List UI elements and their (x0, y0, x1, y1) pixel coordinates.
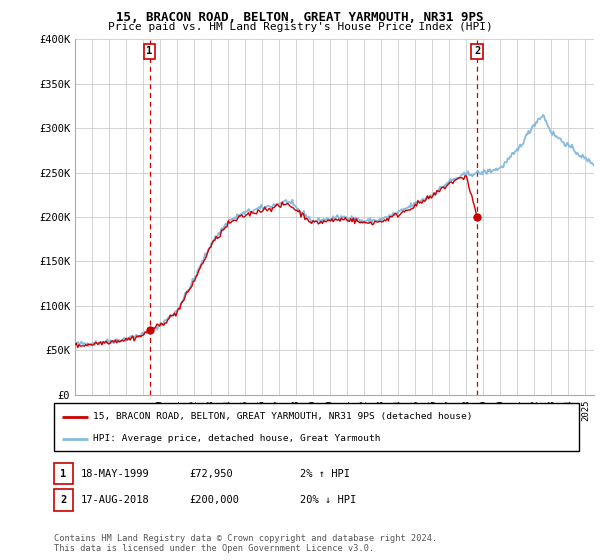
Text: 2: 2 (474, 46, 480, 57)
Text: Contains HM Land Registry data © Crown copyright and database right 2024.
This d: Contains HM Land Registry data © Crown c… (54, 534, 437, 553)
Text: Price paid vs. HM Land Registry's House Price Index (HPI): Price paid vs. HM Land Registry's House … (107, 22, 493, 32)
Text: 17-AUG-2018: 17-AUG-2018 (81, 495, 150, 505)
Text: 20% ↓ HPI: 20% ↓ HPI (300, 495, 356, 505)
Text: 2% ↑ HPI: 2% ↑ HPI (300, 469, 350, 479)
Text: 15, BRACON ROAD, BELTON, GREAT YARMOUTH, NR31 9PS: 15, BRACON ROAD, BELTON, GREAT YARMOUTH,… (116, 11, 484, 24)
Text: HPI: Average price, detached house, Great Yarmouth: HPI: Average price, detached house, Grea… (94, 435, 381, 444)
Text: £200,000: £200,000 (189, 495, 239, 505)
Text: 1: 1 (146, 46, 152, 57)
Text: £72,950: £72,950 (189, 469, 233, 479)
Text: 18-MAY-1999: 18-MAY-1999 (81, 469, 150, 479)
Text: 15, BRACON ROAD, BELTON, GREAT YARMOUTH, NR31 9PS (detached house): 15, BRACON ROAD, BELTON, GREAT YARMOUTH,… (94, 412, 473, 421)
Text: 2: 2 (61, 495, 67, 505)
Text: 1: 1 (61, 469, 67, 479)
